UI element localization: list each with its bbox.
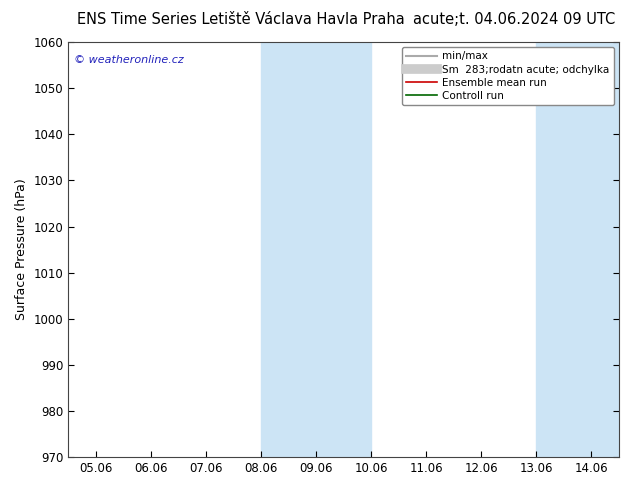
- Text: © weatheronline.cz: © weatheronline.cz: [74, 54, 183, 65]
- Bar: [536, 42, 619, 457]
- Y-axis label: Surface Pressure (hPa): Surface Pressure (hPa): [15, 179, 28, 320]
- Legend: min/max, Sm  283;rodatn acute; odchylka, Ensemble mean run, Controll run: min/max, Sm 283;rodatn acute; odchylka, …: [402, 47, 614, 105]
- Text: ENS Time Series Letiště Václava Havla Praha: ENS Time Series Letiště Václava Havla Pr…: [77, 12, 404, 27]
- Bar: [261, 42, 371, 457]
- Text: acute;t. 04.06.2024 09 UTC: acute;t. 04.06.2024 09 UTC: [413, 12, 615, 27]
